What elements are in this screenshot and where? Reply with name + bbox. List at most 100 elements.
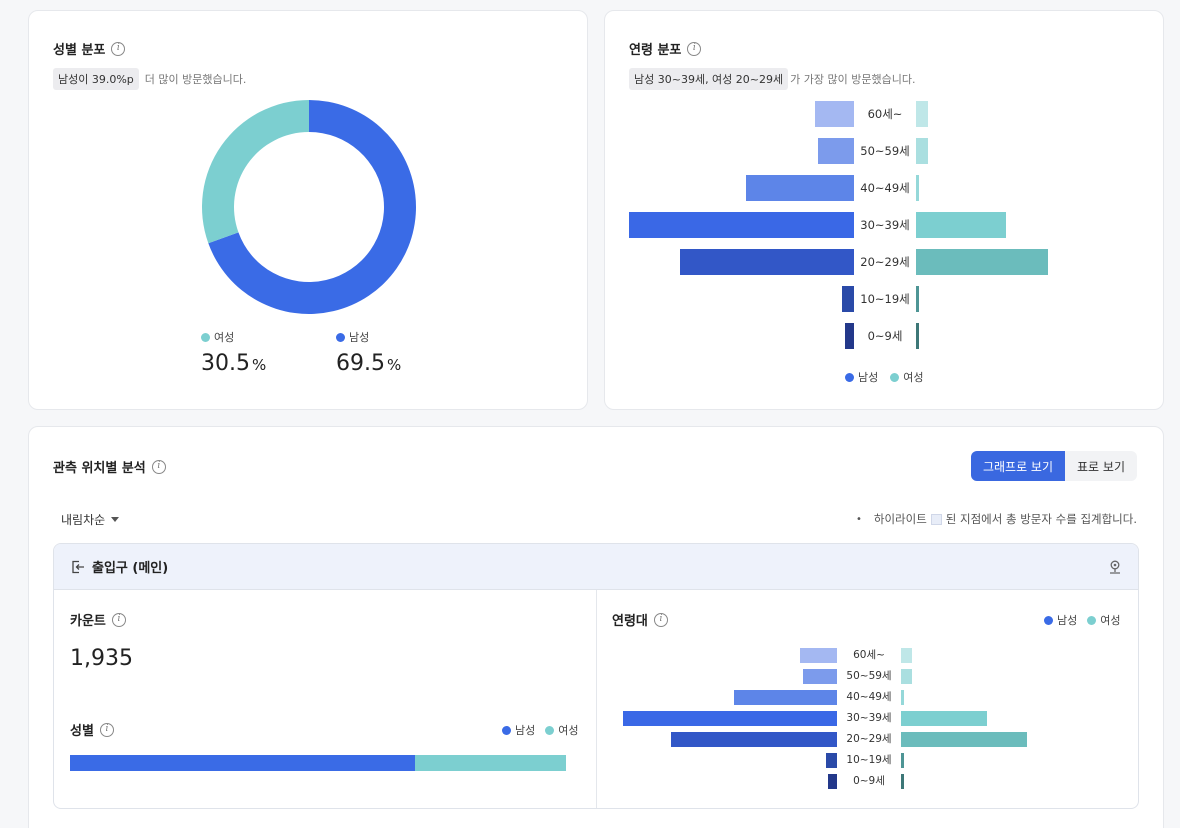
age-bar-male[interactable] <box>734 689 837 705</box>
age-bar-male[interactable] <box>842 286 854 312</box>
count-value: 1,935 <box>70 646 133 671</box>
age-bar-female[interactable] <box>916 249 1048 275</box>
male-unit: % <box>386 356 402 374</box>
gender-donut-chart <box>202 100 416 314</box>
donut-slice-male[interactable] <box>208 100 416 314</box>
gender-summary-text: 더 많이 방문했습니다. <box>144 73 247 86</box>
gender-card-title: 성별 분포 <box>53 43 106 58</box>
gender-distribution-card: 성별 분포 i 남성이 39.0%p 더 많이 방문했습니다. 여성 30.5%… <box>28 10 588 410</box>
gender-summary: 남성이 39.0%p 더 많이 방문했습니다. <box>53 68 246 90</box>
male-legend-dot <box>845 372 854 382</box>
male-legend-dot <box>502 725 511 735</box>
age-summary-highlight: 남성 30~39세, 여성 20~29세 <box>629 68 789 90</box>
gender-stacked-bar <box>70 755 566 771</box>
female-percentage: 여성 30.5% <box>201 329 266 376</box>
age-butterfly-chart: 60세~ 50~59세 40~49세 30~39세 20~29세 10~19세 0~9세 <box>605 99 1165 359</box>
location-card: 출입구 (메인) 카운트 i 1,935 성별 i 남성 여성 연령대 i <box>53 543 1139 809</box>
age-bar-male[interactable] <box>746 175 854 201</box>
female-legend-dot <box>545 725 555 735</box>
age-bar-female[interactable] <box>901 689 904 705</box>
highlight-swatch-icon <box>930 513 942 525</box>
age-label: 30~39세 <box>860 217 910 232</box>
age-bar-male[interactable] <box>799 647 837 663</box>
age-bar-female[interactable] <box>916 212 1006 238</box>
age-bar-male[interactable] <box>671 731 837 747</box>
info-icon[interactable]: i <box>111 612 126 627</box>
graph-view-button[interactable]: 그래프로 보기 <box>970 451 1066 481</box>
count-title: 카운트 <box>70 614 106 629</box>
age-label: 20~29세 <box>846 732 892 745</box>
age-bar-female[interactable] <box>901 773 904 789</box>
sort-label: 내림차순 <box>61 513 106 527</box>
table-view-button[interactable]: 표로 보기 <box>1065 451 1137 481</box>
age-bar-male[interactable] <box>680 249 854 275</box>
legend-female: 여성 <box>558 724 579 737</box>
sort-dropdown[interactable]: 내림차순 <box>61 511 120 528</box>
age-label: 40~49세 <box>846 690 892 703</box>
location-pin-icon[interactable] <box>1108 559 1122 575</box>
female-legend-dot <box>890 372 900 382</box>
female-unit: % <box>251 356 267 374</box>
age-bar-female[interactable] <box>901 752 904 768</box>
gender-title: 성별 <box>70 724 94 739</box>
male-legend-dot <box>336 332 345 342</box>
bullet-icon: • <box>855 513 862 525</box>
location-header: 출입구 (메인) <box>54 544 1138 590</box>
age-label: 60세~ <box>853 648 885 661</box>
age-small-butterfly-chart: 60세~ 50~59세 40~49세 30~39세 20~29세 10~19세 0~9세 <box>597 640 1138 790</box>
male-label: 남성 <box>349 331 370 344</box>
age-bar-male[interactable] <box>828 773 837 789</box>
age-bar-male[interactable] <box>802 668 837 684</box>
age-label: 40~49세 <box>860 180 910 195</box>
info-icon[interactable]: i <box>99 722 114 737</box>
age-label: 30~39세 <box>846 711 892 724</box>
info-icon[interactable]: i <box>653 612 668 627</box>
female-label: 여성 <box>214 331 235 344</box>
view-toggle: 그래프로 보기 표로 보기 <box>970 451 1137 481</box>
legend-male: 남성 <box>1057 614 1078 627</box>
age-bar-male[interactable] <box>825 752 837 768</box>
age-bar-female[interactable] <box>901 647 913 663</box>
age-label: 50~59세 <box>860 143 910 158</box>
info-icon[interactable]: i <box>111 41 126 56</box>
note-after: 된 지점에서 총 방문자 수를 집계합니다. <box>945 512 1137 526</box>
info-icon[interactable]: i <box>151 459 166 474</box>
female-value: 30.5 <box>201 351 250 376</box>
age-label: 0~9세 <box>867 328 903 343</box>
age-bar-female[interactable] <box>901 710 987 726</box>
age-card-title: 연령 분포 <box>629 43 682 58</box>
gender-bar-male[interactable] <box>70 755 415 771</box>
age-label: 20~29세 <box>860 254 910 269</box>
age-bar-female[interactable] <box>901 731 1027 747</box>
highlight-note: • 하이라이트 된 지점에서 총 방문자 수를 집계합니다. <box>856 511 1137 527</box>
age-label: 60세~ <box>867 106 903 121</box>
info-icon[interactable]: i <box>687 41 702 56</box>
age-label: 0~9세 <box>853 774 885 787</box>
age-bar-male[interactable] <box>622 710 837 726</box>
age-bar-male[interactable] <box>845 323 854 349</box>
age-bar-female[interactable] <box>916 175 919 201</box>
divider <box>596 590 597 808</box>
male-value: 69.5 <box>336 351 385 376</box>
age-bar-female[interactable] <box>916 323 919 349</box>
age-bar-female[interactable] <box>916 101 928 127</box>
age-bar-male[interactable] <box>629 212 854 238</box>
age-distribution-card: 연령 분포 i 남성 30~39세, 여성 20~29세 가 가장 많이 방문했… <box>604 10 1164 410</box>
age-legend: 남성 여성 <box>845 369 924 385</box>
age-label: 10~19세 <box>846 753 892 766</box>
age-bar-male[interactable] <box>818 138 854 164</box>
age-summary: 남성 30~39세, 여성 20~29세 가 가장 많이 방문했습니다. <box>629 68 915 90</box>
age-bar-female[interactable] <box>916 286 919 312</box>
age-label: 50~59세 <box>846 669 892 682</box>
location-analysis-card: 관측 위치별 분석 i 그래프로 보기 표로 보기 내림차순 • 하이라이트 된… <box>28 426 1164 828</box>
male-legend-dot <box>1044 615 1053 625</box>
age-small-legend: 남성 여성 <box>1044 612 1121 628</box>
donut-slice-female[interactable] <box>202 100 309 244</box>
entrance-icon <box>72 560 84 573</box>
age-bar-female[interactable] <box>901 668 913 684</box>
age-bar-female[interactable] <box>916 138 928 164</box>
gender-bar-female[interactable] <box>414 755 566 771</box>
gender-summary-highlight: 남성이 39.0%p <box>53 68 139 90</box>
caret-down-icon <box>111 517 120 522</box>
age-bar-male[interactable] <box>815 101 854 127</box>
